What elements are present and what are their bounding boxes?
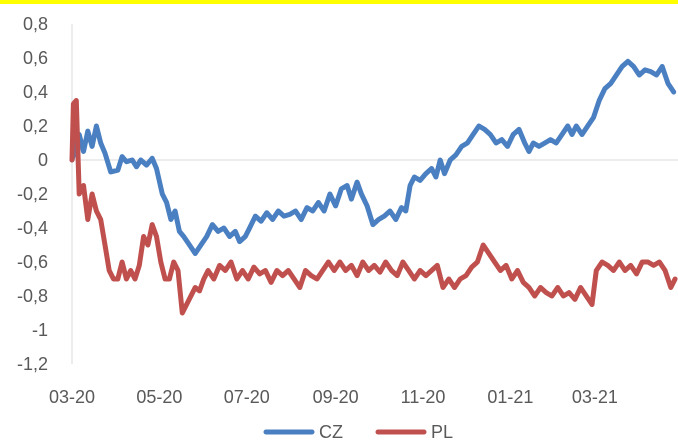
y-tick-label: -1: [32, 320, 48, 340]
y-tick-label: -0,8: [17, 286, 48, 306]
legend-label-cz: CZ: [319, 422, 343, 441]
y-tick-label: -0,4: [17, 218, 48, 238]
x-tick-label: 07-20: [224, 387, 270, 407]
x-tick-label: 03-21: [572, 387, 618, 407]
legend-label-pl: PL: [431, 422, 453, 441]
series-line-pl: [69, 98, 678, 316]
x-tick-label: 01-21: [487, 387, 533, 407]
x-tick-label: 05-20: [136, 387, 182, 407]
y-tick-label: 0: [38, 150, 48, 170]
legend: CZ PL: [263, 422, 453, 441]
y-tick-label: 0,4: [23, 82, 48, 102]
x-axis-labels: 03-20 05-20 07-20 09-20 11-20 01-21 03-21: [49, 387, 618, 407]
y-axis-labels: 0,8 0,6 0,4 0,2 0 -0,2 -0,4 -0,6 -0,8 -1 -1,2: [17, 14, 48, 374]
x-tick-label: 09-20: [313, 387, 359, 407]
y-tick-label: 0,8: [23, 14, 48, 34]
series-lines: [69, 58, 678, 316]
y-tick-label: -1,2: [17, 354, 48, 374]
x-tick-label: 03-20: [49, 387, 95, 407]
series-line-cz: [69, 58, 677, 256]
top-border: [0, 0, 678, 4]
y-tick-label: -0,6: [17, 252, 48, 272]
x-tick-label: 11-20: [401, 387, 446, 407]
y-tick-label: -0,2: [17, 184, 48, 204]
y-tick-label: 0,6: [23, 48, 48, 68]
y-tick-label: 0,2: [23, 116, 48, 136]
